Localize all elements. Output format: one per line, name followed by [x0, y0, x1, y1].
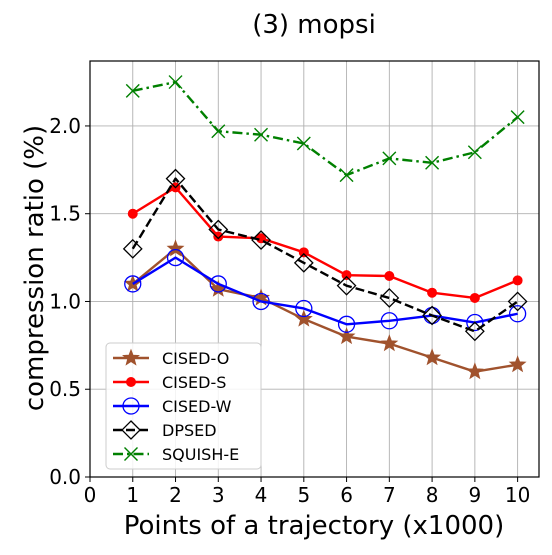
data-point — [298, 247, 309, 258]
data-point — [125, 83, 140, 98]
legend-label: CISED-W — [162, 397, 232, 416]
data-point — [380, 312, 398, 330]
series-dpsed — [122, 168, 528, 342]
x-tick-label: 5 — [297, 483, 310, 507]
data-point — [337, 315, 356, 333]
data-point — [122, 238, 143, 259]
data-point — [467, 145, 482, 160]
data-point — [293, 252, 314, 273]
data-point — [127, 208, 138, 219]
series-line — [132, 186, 519, 300]
data-point — [510, 110, 525, 125]
data-point — [469, 292, 480, 303]
y-tick-label: 1.5 — [49, 202, 81, 226]
y-tick-label: 2.0 — [49, 114, 81, 138]
data-point — [339, 168, 354, 183]
legend: CISED-O CISED-S CISED-W DPSED SQUISH-E — [105, 342, 262, 470]
data-point — [380, 334, 399, 352]
legend-frame — [105, 342, 262, 470]
legend-marker — [121, 420, 141, 440]
data-point — [254, 127, 269, 142]
data-point — [382, 151, 397, 166]
data-point — [213, 231, 224, 242]
legend-entry: CISED-S — [113, 373, 226, 392]
legend-label: CISED-S — [162, 373, 226, 392]
legend-entry: SQUISH-E — [113, 445, 239, 464]
data-point — [465, 362, 484, 380]
axis-ticks: 0 1 2 3 4 5 6 7 8 9 10 0.0 0.5 1.0 1.5 2.0 — [49, 114, 530, 507]
y-axis-label: compression ratio (%) — [20, 125, 50, 411]
x-tick-label: 10 — [505, 483, 530, 507]
data-point — [168, 75, 183, 90]
data-point — [466, 313, 484, 332]
series-line — [131, 177, 519, 333]
data-point — [211, 124, 226, 139]
series-layer — [122, 75, 528, 380]
series-line — [132, 80, 519, 177]
legend-marker — [122, 348, 140, 366]
series-line — [132, 256, 518, 326]
x-tick-label: 8 — [426, 483, 439, 507]
data-point — [166, 248, 185, 267]
y-tick-label: 0.5 — [49, 377, 81, 401]
data-point — [165, 168, 186, 189]
legend-label: CISED-O — [162, 349, 229, 368]
legend-entry: CISED-W — [113, 397, 232, 416]
legend-marker — [124, 447, 138, 461]
x-tick-label: 2 — [169, 483, 182, 507]
data-point — [296, 136, 311, 151]
data-point — [464, 321, 485, 342]
data-point — [166, 239, 185, 257]
series-squish-e — [125, 75, 525, 183]
x-tick-label: 3 — [212, 483, 225, 507]
data-point — [508, 355, 527, 373]
chart-title: (3) mopsi — [252, 10, 376, 40]
data-point — [209, 275, 227, 293]
data-point — [295, 299, 313, 318]
x-tick-label: 6 — [340, 483, 353, 507]
data-point — [427, 287, 438, 298]
legend-label: SQUISH-E — [162, 445, 239, 464]
data-point — [252, 292, 270, 311]
data-point — [379, 288, 400, 308]
x-tick-label: 0 — [84, 483, 97, 507]
legend-marker — [126, 377, 136, 387]
legend-entry: CISED-O — [113, 348, 229, 368]
data-point — [422, 305, 443, 326]
series-line — [131, 247, 518, 373]
data-point — [512, 275, 523, 286]
data-point — [124, 275, 142, 293]
data-point — [507, 291, 528, 312]
x-tick-label: 4 — [255, 483, 268, 507]
data-point — [337, 327, 356, 345]
y-tick-label: 1.0 — [49, 289, 81, 313]
data-point — [341, 270, 352, 281]
x-tick-label: 9 — [468, 483, 481, 507]
plot-frame — [89, 60, 540, 478]
data-point — [251, 230, 271, 250]
data-point — [423, 306, 441, 325]
data-point — [425, 155, 440, 170]
series-cised-w — [124, 248, 527, 333]
data-point — [208, 219, 229, 240]
data-point — [336, 275, 357, 296]
data-point — [384, 271, 395, 282]
x-tick-label: 1 — [126, 483, 139, 507]
y-tick-label: 0.0 — [49, 465, 81, 489]
data-point — [423, 348, 442, 366]
legend-marker — [122, 397, 140, 415]
x-tick-label: 7 — [383, 483, 396, 507]
legend-entry: DPSED — [113, 420, 217, 440]
data-point — [294, 309, 313, 327]
series-cised-s — [127, 182, 523, 303]
legend-label: DPSED — [162, 421, 217, 440]
data-point — [508, 305, 527, 323]
x-axis-label: Points of a trajectory (x1000) — [124, 511, 505, 541]
